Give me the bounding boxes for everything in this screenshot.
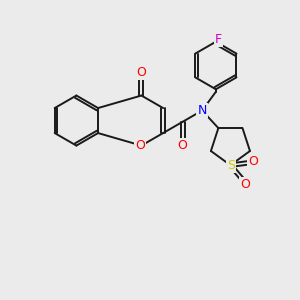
- Text: O: O: [135, 139, 145, 152]
- Text: O: O: [178, 139, 188, 152]
- Text: N: N: [197, 104, 207, 117]
- Text: F: F: [215, 33, 222, 46]
- Text: S: S: [227, 159, 235, 172]
- Text: O: O: [136, 66, 146, 79]
- Text: O: O: [240, 178, 250, 191]
- Text: O: O: [248, 155, 258, 168]
